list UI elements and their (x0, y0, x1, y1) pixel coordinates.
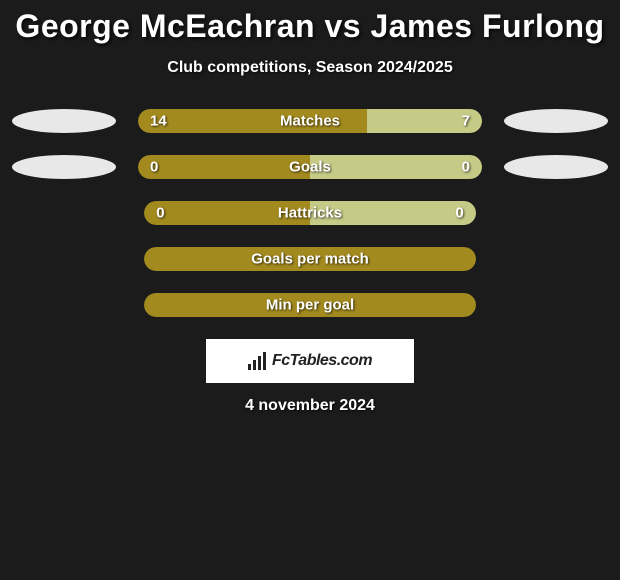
stat-bar: 0 Goals 0 (138, 155, 482, 179)
stat-row: 14 Matches 7 (0, 109, 620, 133)
player-icon (12, 155, 116, 179)
stat-bar: Min per goal (144, 293, 476, 317)
stat-row: 0 Hattricks 0 (0, 201, 620, 225)
player-icon (504, 155, 608, 179)
comparison-card: George McEachran vs James Furlong Club c… (0, 0, 620, 415)
stat-bar: 14 Matches 7 (138, 109, 482, 133)
stat-right-value: 0 (455, 205, 463, 222)
stat-row: Min per goal (0, 293, 620, 317)
stat-label: Goals (289, 159, 331, 176)
stat-right-value: 7 (462, 113, 470, 130)
stat-label: Min per goal (266, 297, 354, 314)
stat-right-value: 0 (462, 159, 470, 176)
stat-label: Goals per match (251, 251, 369, 268)
stat-bar: Goals per match (144, 247, 476, 271)
stat-left-value: 14 (150, 113, 167, 130)
player-icon (504, 109, 608, 133)
stat-left-value: 0 (150, 159, 158, 176)
stat-bar: 0 Hattricks 0 (144, 201, 476, 225)
brand-logo[interactable]: FcTables.com (206, 339, 414, 383)
stat-row: 0 Goals 0 (0, 155, 620, 179)
stat-label: Matches (280, 113, 340, 130)
stat-row: Goals per match (0, 247, 620, 271)
subtitle: Club competitions, Season 2024/2025 (0, 59, 620, 77)
stats-list: 14 Matches 7 0 Goals 0 0 Hattricks 0 Goals per ma… (0, 109, 620, 317)
chart-icon (248, 352, 266, 370)
date-label: 4 november 2024 (0, 397, 620, 415)
stat-label: Hattricks (278, 205, 342, 222)
brand-text: FcTables.com (272, 352, 372, 370)
player-icon (12, 109, 116, 133)
stat-left-value: 0 (156, 205, 164, 222)
page-title: George McEachran vs James Furlong (0, 8, 620, 45)
